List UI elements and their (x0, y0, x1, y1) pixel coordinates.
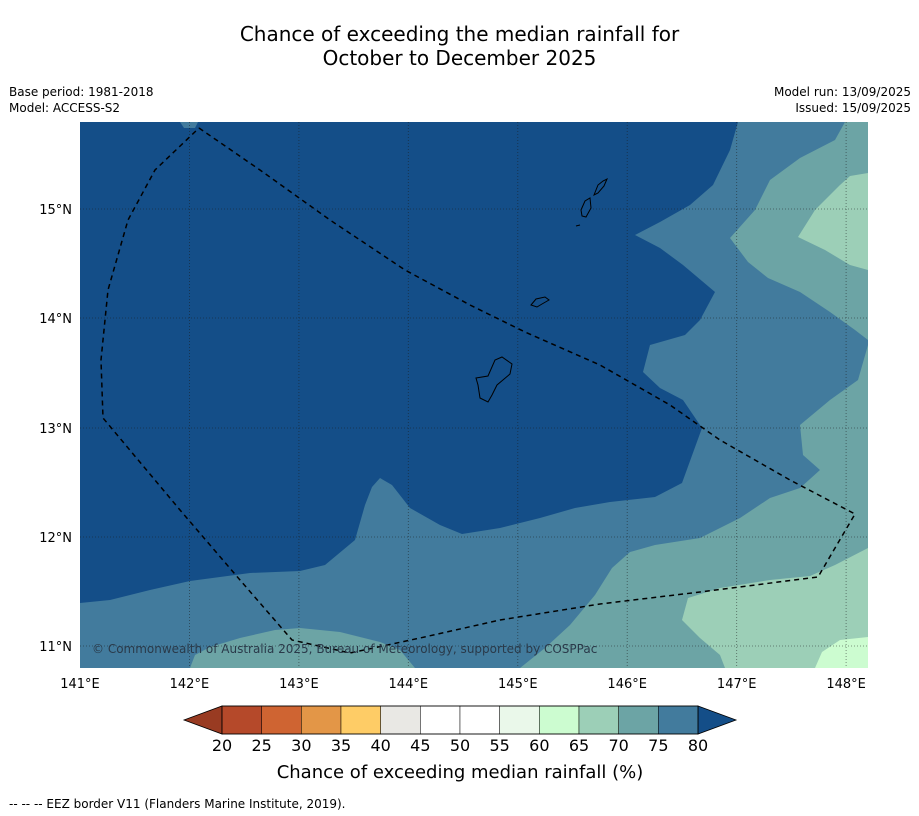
meta-right: Model run: 13/09/2025 Issued: 15/09/2025 (774, 84, 911, 116)
lon-label-147: 147°E (717, 677, 757, 692)
base-period: Base period: 1981-2018 (9, 85, 154, 99)
colorbar-segment (420, 705, 461, 735)
lon-label-143: 143°E (279, 677, 319, 692)
colorbar-segment (261, 705, 302, 735)
lat-label-15: 15°N (39, 203, 72, 218)
colorbar: 20 25 30 35 40 45 50 55 60 65 70 75 80 Chance of exc… (182, 705, 738, 783)
lat-label-14: 14°N (39, 312, 72, 327)
zone-65-70-north (798, 173, 868, 270)
zone-60-65 (815, 637, 868, 668)
lat-label-11: 11°N (39, 640, 72, 655)
zone-75-80 (80, 122, 868, 668)
colorbar-tick-label: 55 (489, 736, 509, 755)
island-rota (530, 296, 550, 308)
colorbar-segment (618, 705, 659, 735)
colorbar-tick-label: 70 (608, 736, 628, 755)
zone-65-70 (682, 548, 868, 668)
island-saipan (593, 177, 608, 197)
colorbar-segment (459, 705, 500, 735)
eez-legend-note: -- -- -- EEZ border V11 (Flanders Marine… (9, 797, 346, 811)
lon-label-141: 141°E (60, 677, 100, 692)
island-guam (475, 356, 513, 403)
colorbar-tick-label: 30 (291, 736, 311, 755)
colorbar-tick-label: 60 (529, 736, 549, 755)
colorbar-tick-label: 45 (410, 736, 430, 755)
colorbar-tick-label: 65 (569, 736, 589, 755)
colorbar-tick-label: 40 (370, 736, 390, 755)
model-name: Model: ACCESS-S2 (9, 101, 121, 115)
issued-date: Issued: 15/09/2025 (795, 101, 911, 115)
colorbar-tick-label: 80 (688, 736, 708, 755)
colorbar-frame (221, 705, 699, 735)
zone-70-75 (190, 628, 415, 668)
zone-70-75-east (520, 122, 868, 668)
lon-label-145: 145°E (498, 677, 538, 692)
island-aguijan (575, 224, 581, 227)
longitude-labels: 141°E 142°E 143°E 144°E 145°E 146°E 147°… (60, 677, 866, 692)
eez-border (100, 127, 857, 654)
chart-title: Chance of exceeding the median rainfall … (0, 22, 919, 70)
colorbar-title: Chance of exceeding median rainfall (%) (277, 762, 644, 783)
colorbar-tick-label: 20 (212, 736, 232, 755)
colorbar-tick-labels: 20 25 30 35 40 45 50 55 60 65 70 75 80 (212, 736, 708, 755)
meta-left: Base period: 1981-2018 Model: ACCESS-S2 (9, 84, 154, 116)
colorbar-segment (340, 705, 381, 735)
islands (475, 177, 608, 403)
map-plot-area: © Commonwealth of Australia 2025, Bureau… (80, 122, 868, 668)
colorbar-tick-label: 75 (648, 736, 668, 755)
lon-label-148: 148°E (826, 677, 866, 692)
lon-label-142: 142°E (170, 677, 210, 692)
colorbar-segment (539, 705, 580, 735)
copyright-text: © Commonwealth of Australia 2025, Bureau… (92, 642, 597, 656)
lat-label-12: 12°N (39, 531, 72, 546)
colorbar-segment (499, 705, 540, 735)
colorbar-tick-label: 50 (450, 736, 470, 755)
colorbar-segment (380, 705, 421, 735)
colorbar-under-arrow (182, 705, 223, 735)
colorbar-segment (301, 705, 342, 735)
lat-label-13: 13°N (39, 422, 72, 437)
lon-label-146: 146°E (607, 677, 647, 692)
colorbar-segment (578, 705, 619, 735)
colorbar-segment (658, 705, 699, 735)
island-tinian (580, 197, 592, 218)
colorbar-segment (221, 705, 262, 735)
latitude-labels: 11°N 12°N 13°N 14°N 15°N (39, 203, 72, 655)
title-line-1: Chance of exceeding the median rainfall … (239, 22, 680, 46)
colorbar-tick-label: 25 (251, 736, 271, 755)
colorbar-tick-label: 35 (331, 736, 351, 755)
colorbar-segments (221, 705, 699, 735)
lon-label-144: 144°E (389, 677, 429, 692)
colorbar-over-arrow (697, 705, 738, 735)
model-run: Model run: 13/09/2025 (773, 85, 911, 99)
graticule (80, 122, 868, 668)
title-line-2: October to December 2025 (322, 46, 597, 70)
